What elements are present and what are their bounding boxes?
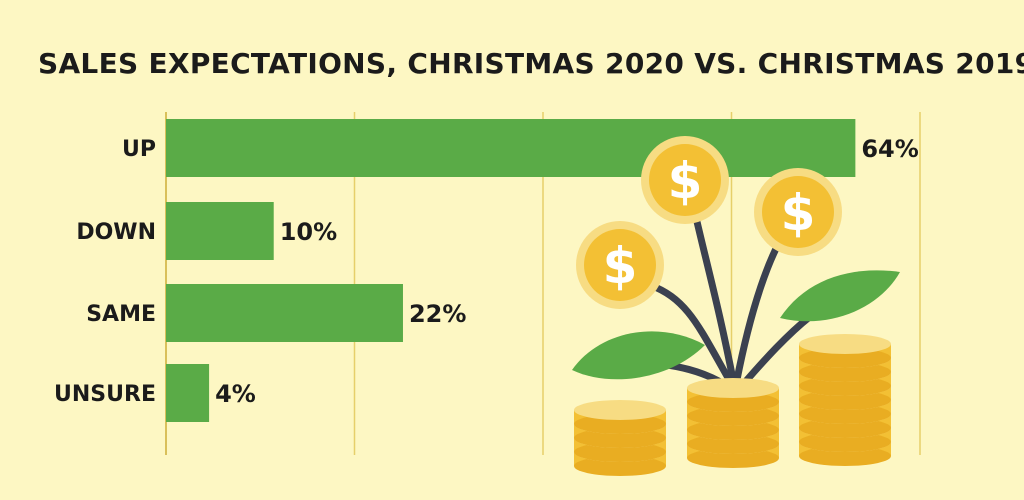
left-leaf-icon (572, 331, 705, 380)
chart-title: SALES EXPECTATIONS, CHRISTMAS 2020 VS. C… (38, 47, 1024, 80)
bars: UP 64% DOWN 10% SAME 22% UNSURE 4% (54, 119, 919, 422)
coin-icon (574, 428, 666, 448)
right-leaf-icon (780, 270, 900, 322)
coin-stack-left (574, 400, 666, 476)
dollar-coin-icon: $ (576, 221, 664, 309)
coin-icon (799, 404, 891, 424)
category-label: SAME (86, 302, 156, 327)
coin-icon (799, 390, 891, 410)
coin-icon (799, 446, 891, 466)
coin-icon (687, 392, 779, 412)
coin-icon (574, 400, 666, 420)
coin-icon (687, 378, 779, 398)
coin-icon (574, 456, 666, 476)
bar-up (166, 119, 856, 177)
coin-stack-middle (687, 378, 779, 468)
coin-icon (687, 448, 779, 468)
value-label: 64% (861, 135, 918, 163)
coin-icon (574, 414, 666, 434)
dollar-coin-icon: $ (641, 136, 729, 224)
svg-text:$: $ (668, 152, 703, 210)
category-label: DOWN (76, 220, 156, 245)
coin-icon (687, 406, 779, 426)
value-label: 22% (409, 300, 466, 328)
money-plant-icon: $ $ $ (572, 136, 900, 476)
coin-icon (799, 362, 891, 382)
value-label: 10% (280, 218, 337, 246)
coin-icon (799, 432, 891, 452)
coin-icon (687, 434, 779, 454)
coin-icon (574, 442, 666, 462)
category-label: UNSURE (54, 382, 156, 407)
coin-icon (799, 418, 891, 438)
coin-stack-right (799, 334, 891, 466)
bar-same (166, 284, 403, 342)
bar-down (166, 202, 274, 260)
category-label: UP (122, 137, 156, 162)
value-label: 4% (215, 380, 256, 408)
coin-icon (799, 376, 891, 396)
coin-icon (799, 334, 891, 354)
svg-text:$: $ (603, 237, 638, 295)
svg-text:$: $ (781, 184, 816, 242)
dollar-coin-icon: $ (754, 168, 842, 256)
coin-icon (799, 348, 891, 368)
bar-unsure (166, 364, 210, 422)
coin-icon (687, 420, 779, 440)
